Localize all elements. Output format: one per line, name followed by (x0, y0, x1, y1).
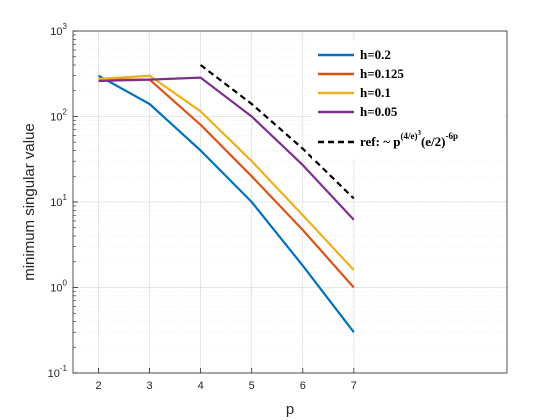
y-tick-label: 10-1 (48, 364, 68, 380)
legend-box (312, 41, 504, 159)
x-tick-label: 5 (249, 380, 255, 392)
y-tick-label: 102 (50, 108, 67, 124)
legend-label-4: h=0.05 (360, 104, 398, 119)
legend-label-1: h=0.2 (360, 47, 391, 62)
y-axis-label: minimum singular value (21, 123, 38, 281)
y-tick-label: 101 (50, 193, 67, 209)
x-tick-label: 3 (147, 380, 153, 392)
x-tick-label: 6 (300, 380, 306, 392)
series-line-3 (98, 74, 355, 271)
series-line-1 (97, 74, 355, 333)
x-tick-label: 7 (351, 380, 357, 392)
y-tick-label: 103 (50, 22, 67, 38)
series-layer (97, 64, 355, 333)
minor-grid (73, 34, 507, 348)
legend: h=0.2 h=0.125 h=0.1 h=0.05 ref: ~ p(4/e)3(e/… (312, 41, 504, 159)
x-tick-label: 4 (198, 380, 204, 392)
tick-layer: 10-1 100 101 102 103 2 3 4 5 6 7 (48, 22, 357, 392)
series-line-5 (199, 64, 355, 200)
x-tick-label: 2 (95, 380, 101, 392)
legend-label-3: h=0.1 (360, 85, 391, 100)
legend-label-ref: ref: ~ p(4/e)3(e/2)-6p (360, 129, 458, 149)
y-tick-label: 100 (50, 279, 67, 295)
legend-label-2: h=0.125 (360, 66, 404, 81)
series-line-4 (98, 76, 355, 221)
x-axis-label: p (286, 401, 294, 418)
